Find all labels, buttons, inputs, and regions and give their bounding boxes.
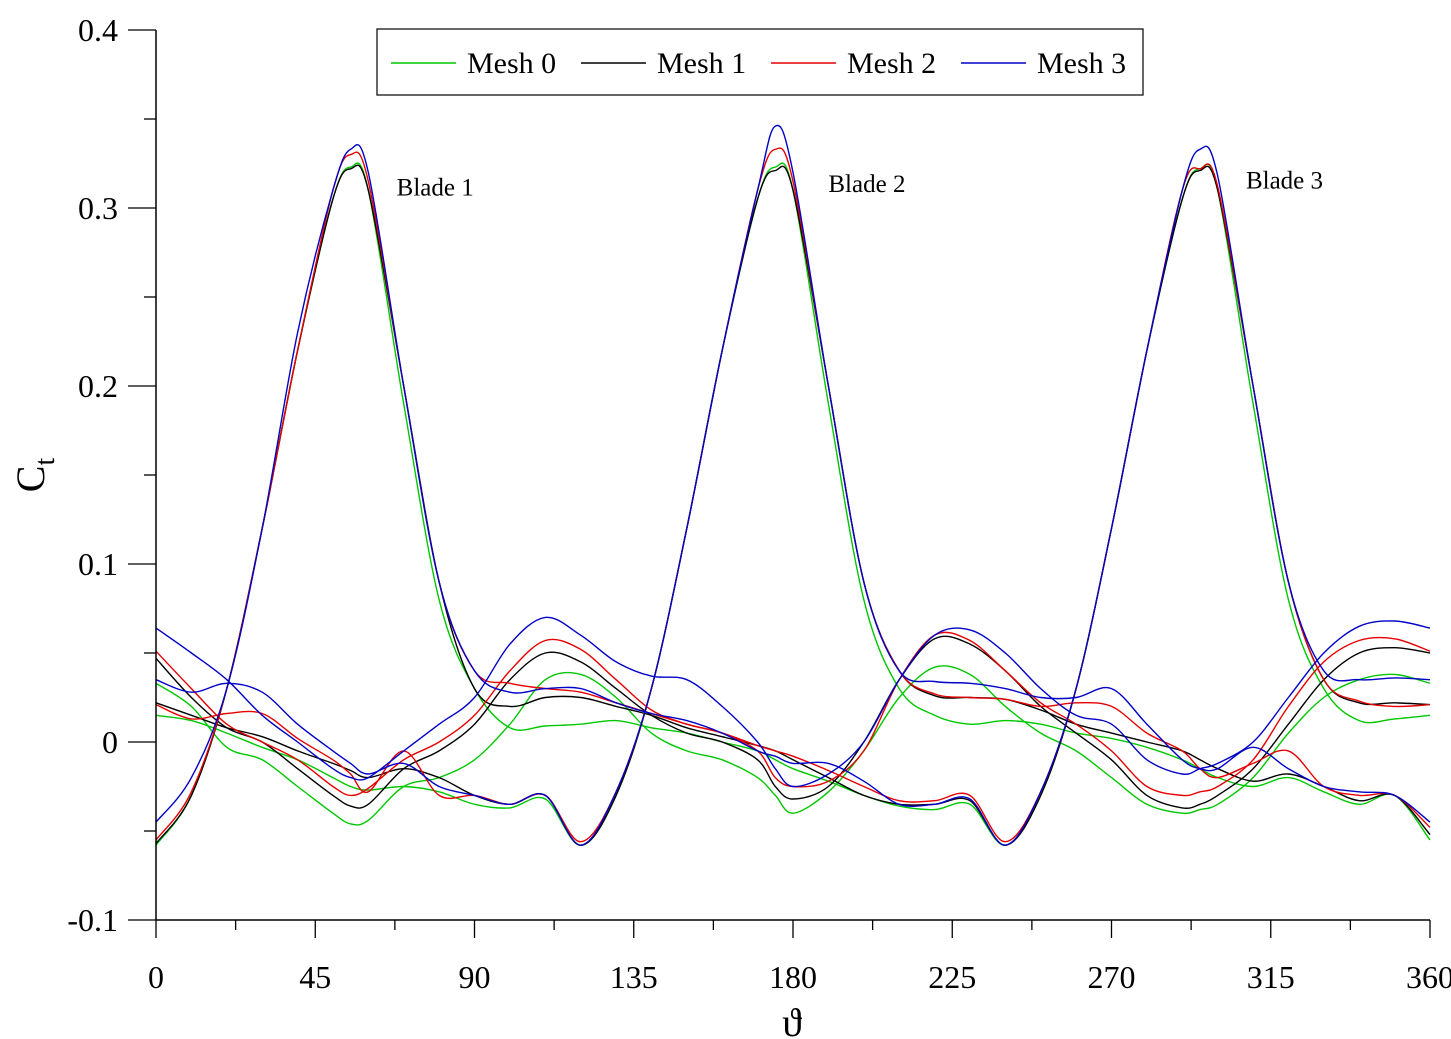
legend-label-mesh-0: Mesh 0 — [467, 47, 556, 80]
x-tick-label: 90 — [459, 959, 491, 995]
blade-annotations: Blade 1 Blade 2 Blade 3 — [397, 167, 1323, 201]
series-mesh-3-blade-3-line — [155, 616, 1431, 788]
series-mesh-2-blade-3-line — [155, 631, 1431, 797]
x-tick-label: 135 — [610, 959, 658, 995]
blade-2-annotation: Blade 2 — [828, 171, 905, 198]
legend-box — [376, 28, 1144, 96]
series-mesh-3-blade-2-line — [155, 124, 1431, 846]
blade-1-annotation: Blade 1 — [397, 175, 474, 202]
series-mesh-3 — [155, 124, 1431, 846]
series-mesh-0-blade-3-line — [155, 665, 1431, 826]
y-axis-title: Ct — [8, 458, 61, 493]
x-tick-label: 270 — [1088, 959, 1136, 995]
series-mesh-2-blade-2-line — [155, 147, 1431, 843]
y-tick-label: 0.3 — [78, 190, 118, 226]
legend-label-mesh-1: Mesh 1 — [657, 47, 746, 80]
x-tick-label: 225 — [928, 959, 976, 995]
blade-3-annotation: Blade 3 — [1246, 167, 1323, 194]
plot-lines — [155, 124, 1431, 846]
series-mesh-0-blade-1-line — [155, 162, 1431, 846]
series-mesh-1-blade-2-line — [155, 165, 1431, 846]
y-tick-label: 0.2 — [78, 368, 118, 404]
legend-label-mesh-3: Mesh 3 — [1037, 47, 1126, 80]
y-tick-label: -0.1 — [67, 902, 118, 938]
series-mesh-0-blade-2-line — [155, 162, 1431, 846]
series-mesh-1 — [155, 164, 1431, 846]
x-tick-label: 45 — [299, 959, 331, 995]
x-ticks: 0 45 90 135 180 225 270 315 360 — [148, 920, 1451, 995]
series-mesh-2 — [155, 147, 1431, 843]
series-mesh-1-blade-1-line — [155, 164, 1431, 846]
y-ticks: -0.1 0 0.1 0.2 0.3 0.4 — [67, 12, 156, 938]
x-tick-label: 180 — [769, 959, 817, 995]
legend-label-mesh-2: Mesh 2 — [847, 47, 936, 80]
x-tick-label: 315 — [1247, 959, 1295, 995]
series-mesh-0 — [155, 162, 1431, 846]
legend: Mesh 0 Mesh 1 Mesh 2 Mesh 3 — [376, 28, 1144, 96]
series-mesh-1-blade-3-line — [155, 635, 1431, 809]
x-axis-title: ϑ — [782, 1000, 802, 1039]
y-axis-title-main: C — [8, 466, 53, 493]
x-tick-label: 360 — [1406, 959, 1451, 995]
y-axis-title-subscript: t — [30, 458, 61, 466]
x-tick-label: 0 — [148, 959, 164, 995]
y-tick-label: 0.1 — [78, 546, 118, 582]
series-mesh-3-blade-1-line — [155, 144, 1431, 846]
y-tick-label: 0 — [102, 724, 118, 760]
series-mesh-2-blade-1-line — [155, 151, 1431, 843]
y-tick-label: 0.4 — [78, 12, 118, 48]
